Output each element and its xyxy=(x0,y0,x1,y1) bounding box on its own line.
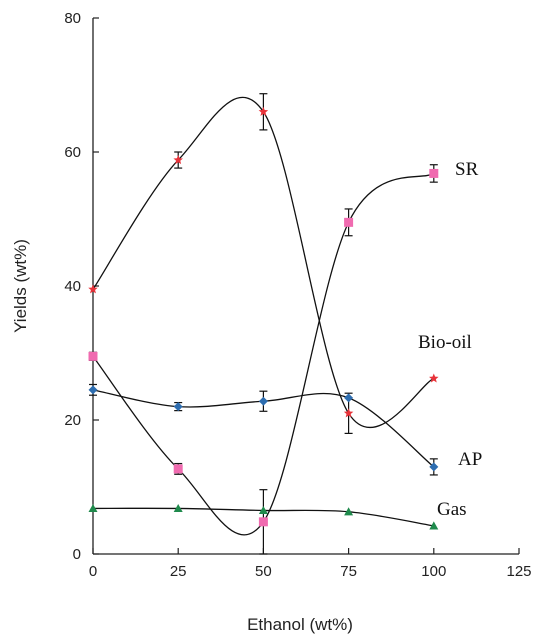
x-tick-label: 100 xyxy=(421,563,446,580)
x-tick-label: 25 xyxy=(170,563,187,580)
data-point-sr xyxy=(88,351,98,361)
data-point-ap xyxy=(258,396,268,406)
axes xyxy=(92,17,520,555)
y-axis-title: Yields (wt%) xyxy=(11,239,30,333)
data-point-gas xyxy=(258,505,268,515)
y-tick-label: 60 xyxy=(64,144,81,161)
x-tick-label: 50 xyxy=(255,563,272,580)
y-tick-label: 0 xyxy=(73,546,81,563)
series-label-biooil: Bio-oil xyxy=(418,332,472,353)
data-point-sr xyxy=(258,517,268,527)
x-tick-label: 0 xyxy=(89,563,97,580)
data-point-bio-oil xyxy=(88,284,98,294)
data-point-sr xyxy=(344,217,354,227)
data-point-ap xyxy=(344,393,354,403)
y-tick-label: 80 xyxy=(64,10,81,27)
data-point-sr xyxy=(429,168,439,178)
series-label-sr: SR xyxy=(455,159,479,180)
y-tick-label: 40 xyxy=(64,278,81,295)
series-line-bio-oil xyxy=(92,96,435,429)
x-tick-label: 75 xyxy=(340,563,357,580)
y-tick-label: 20 xyxy=(64,412,81,429)
x-axis-title: Ethanol (wt%) xyxy=(247,615,353,634)
data-point-gas xyxy=(173,503,183,513)
data-point-gas xyxy=(88,503,98,513)
series-line-sr xyxy=(92,172,435,536)
data-point-bio-oil xyxy=(173,155,183,165)
x-tick-label: 125 xyxy=(506,563,531,580)
data-point-gas xyxy=(429,521,439,530)
data-point-ap xyxy=(88,385,98,395)
markers xyxy=(88,106,439,530)
series-label-gas: Gas xyxy=(437,499,467,520)
tick-labels: 0 25 50 75 100 125 0 20 40 60 80 xyxy=(64,10,531,580)
data-point-bio-oil xyxy=(343,408,354,418)
series-label-ap: AP xyxy=(458,449,482,470)
data-point-bio-oil xyxy=(429,373,439,383)
data-point-bio-oil xyxy=(258,106,269,116)
data-point-gas xyxy=(344,507,354,516)
data-point-ap xyxy=(173,402,183,412)
curves xyxy=(92,96,435,536)
error-bars xyxy=(89,93,438,555)
data-point-ap xyxy=(429,462,439,472)
data-point-sr xyxy=(173,464,183,474)
